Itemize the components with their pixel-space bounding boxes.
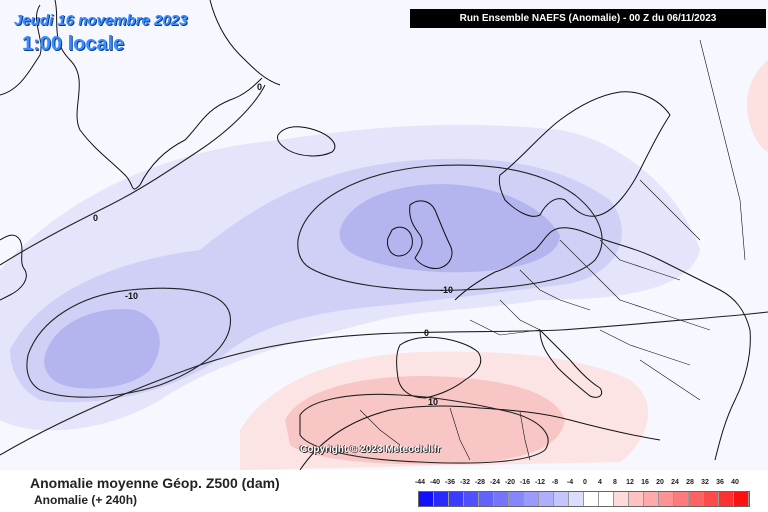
contour-zero-middle <box>0 311 768 456</box>
forecast-local-time: 1:00 locale <box>22 33 125 55</box>
contour-label-greenland: 0 <box>257 82 262 92</box>
contour-plus10-south <box>299 393 549 464</box>
legend-tick-label: -8 <box>551 479 559 486</box>
legend-swatch <box>539 492 554 506</box>
negative-anomaly-core-east <box>339 184 560 273</box>
legend-tick-label: -4 <box>566 479 574 486</box>
coastlines <box>0 0 751 470</box>
legend-swatch <box>644 492 659 506</box>
legend-swatch <box>509 492 524 506</box>
legend-swatch <box>704 492 719 506</box>
legend-swatch <box>719 492 734 506</box>
legend-tick-label: -16 <box>519 479 531 486</box>
contour-label-west-minus10: -10 <box>125 291 138 301</box>
contour-minus10-east <box>297 164 603 291</box>
legend-swatch <box>689 492 704 506</box>
legend-tick-label: -20 <box>504 479 516 486</box>
legend-tick-label: 40 <box>731 479 739 486</box>
forecast-date: Jeudi 16 novembre 2023 <box>14 12 188 29</box>
legend-swatch <box>419 492 434 506</box>
legend-swatch <box>584 492 599 506</box>
map-variable-subtitle: Anomalie (+ 240h) <box>34 493 138 507</box>
legend-tick-label: -28 <box>474 479 486 486</box>
legend-tick-label: 0 <box>583 479 587 486</box>
legend-tick-label: -24 <box>489 479 501 486</box>
contour-labels: 0 0 -10 -10 0 10 <box>93 82 453 407</box>
contour-label-middle-zero: 0 <box>424 328 429 338</box>
italy-coast <box>539 328 603 398</box>
north-africa-coast <box>299 405 661 470</box>
legend-swatch <box>524 492 539 506</box>
country-borders <box>359 39 746 461</box>
legend-tick-label: -32 <box>459 479 471 486</box>
iberia-coast <box>396 336 482 399</box>
legend-swatch <box>434 492 449 506</box>
legend-tick-label: 28 <box>686 479 694 486</box>
legend-swatch <box>614 492 629 506</box>
legend-swatch <box>464 492 479 506</box>
contour-label-atlantic-zero: 0 <box>93 213 98 223</box>
legend-swatch <box>674 492 689 506</box>
legend-tick-label: -40 <box>429 479 441 486</box>
canada-coast <box>0 234 27 301</box>
legend-tick-label: 36 <box>716 479 724 486</box>
negative-anomaly-core-west <box>44 309 160 389</box>
legend-swatch <box>599 492 614 506</box>
run-info-banner: Run Ensemble NAEFS (Anomalie) - 00 Z du … <box>410 9 766 28</box>
color-scale-legend: -44 -40 -36 -32 -28 -24 -20 -16 -12 -8 -4 0 4 8 12 16 20… <box>414 479 752 509</box>
contour-label-east-minus10: -10 <box>440 285 453 295</box>
legend-tick-label: 4 <box>598 479 602 486</box>
legend-tick-label: 12 <box>626 479 634 486</box>
legend-swatch <box>569 492 584 506</box>
legend-swatch <box>734 492 749 506</box>
britain-coast <box>409 200 453 269</box>
contour-label-south-plus10: 10 <box>428 397 438 407</box>
legend-swatch <box>659 492 674 506</box>
iceland-coast <box>277 126 336 157</box>
scandinavia-coast <box>498 91 671 217</box>
legend-tick-label: 8 <box>613 479 617 486</box>
copyright-watermark: Copyright © 2023 Meteociel.fr <box>300 444 441 455</box>
anomaly-shading <box>0 60 768 470</box>
map-canvas: 0 0 -10 -10 0 10 <box>0 0 768 470</box>
greenland-coast <box>0 0 281 190</box>
legend-color-bar <box>418 491 750 507</box>
legend-swatch <box>449 492 464 506</box>
legend-labels: -44 -40 -36 -32 -28 -24 -20 -16 -12 -8 -4 0 4 8 12 16 20… <box>414 479 752 491</box>
legend-swatch <box>629 492 644 506</box>
contour-lines <box>0 84 768 464</box>
contour-zero-north <box>0 84 266 266</box>
legend-tick-label: 20 <box>656 479 664 486</box>
anomaly-map: 0 0 -10 -10 0 10 Jeudi 16 novembre 2023 … <box>0 0 768 470</box>
legend-tick-label: 16 <box>641 479 649 486</box>
contour-minus10-west <box>26 287 231 398</box>
legend-swatch <box>554 492 569 506</box>
legend-swatch <box>479 492 494 506</box>
map-variable-title: Anomalie moyenne Géop. Z500 (dam) <box>30 475 280 491</box>
legend-swatch <box>494 492 509 506</box>
positive-anomaly-ne <box>746 60 768 152</box>
legend-tick-label: -36 <box>444 479 456 486</box>
continent-coast <box>454 227 751 461</box>
map-footer: Anomalie moyenne Géop. Z500 (dam) Anomal… <box>0 470 768 512</box>
legend-tick-label: -44 <box>414 479 426 486</box>
positive-anomaly-region-inner <box>285 375 565 465</box>
legend-tick-label: -12 <box>534 479 546 486</box>
ireland-coast <box>387 226 413 257</box>
legend-tick-label: 32 <box>701 479 709 486</box>
legend-tick-label: 24 <box>671 479 679 486</box>
